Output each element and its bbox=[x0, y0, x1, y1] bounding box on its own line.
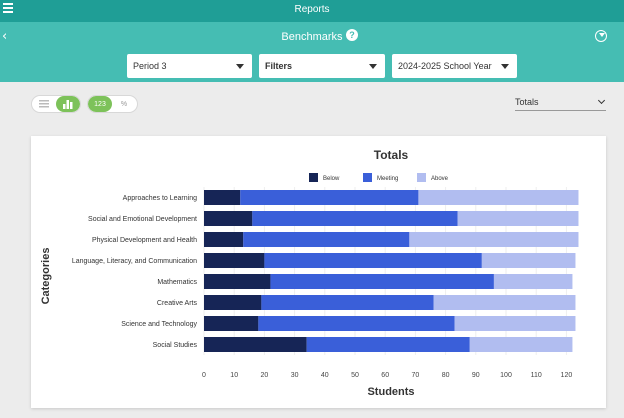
back-icon[interactable]: ‹ bbox=[2, 29, 8, 44]
x-tick-label: 60 bbox=[381, 372, 389, 379]
chart-type-toggle bbox=[31, 95, 81, 113]
bar-segment-above[interactable] bbox=[481, 253, 576, 268]
school-year-select-value: 2024-2025 School Year bbox=[398, 61, 492, 71]
school-year-select[interactable]: 2024-2025 School Year bbox=[392, 54, 517, 78]
app-title: Reports bbox=[294, 4, 330, 15]
category-label: Approaches to Learning bbox=[123, 195, 197, 202]
value-type-toggle: 123 % bbox=[87, 95, 138, 113]
category-labels: Approaches to Learning Social and Emotion… bbox=[72, 195, 198, 349]
menu-icon[interactable] bbox=[3, 1, 17, 15]
filters-select[interactable]: Filters bbox=[259, 54, 385, 78]
x-axis-ticks: 0 10 20 30 40 50 60 70 80 90 100 110 120 bbox=[202, 372, 572, 379]
category-label: Social Studies bbox=[153, 342, 198, 349]
x-tick-label: 100 bbox=[500, 372, 512, 379]
bar-segment-below[interactable] bbox=[204, 274, 271, 289]
bar-segment-below[interactable] bbox=[204, 295, 262, 310]
x-tick-label: 70 bbox=[412, 372, 420, 379]
bar-segment-meeting[interactable] bbox=[258, 316, 455, 331]
bar-segment-above[interactable] bbox=[457, 211, 579, 226]
category-label: Science and Technology bbox=[121, 321, 197, 328]
bar-segment-above[interactable] bbox=[469, 337, 573, 352]
chart-bars bbox=[204, 190, 579, 352]
x-tick-label: 110 bbox=[531, 372, 542, 379]
bar-segment-below[interactable] bbox=[204, 337, 307, 352]
download-icon[interactable] bbox=[595, 30, 607, 42]
bar-segment-meeting[interactable] bbox=[270, 274, 494, 289]
chevron-down-icon bbox=[501, 64, 509, 69]
chevron-down-icon bbox=[236, 64, 244, 69]
percent-view-button[interactable]: % bbox=[120, 100, 128, 108]
legend-label-below: Below bbox=[323, 176, 340, 182]
legend-swatch-above bbox=[417, 173, 426, 182]
chart-legend: Below Meeting Above bbox=[309, 173, 449, 182]
bar-segment-meeting[interactable] bbox=[264, 253, 482, 268]
bar-segment-meeting[interactable] bbox=[240, 190, 419, 205]
bar-segment-above[interactable] bbox=[493, 274, 573, 289]
totals-select-value: Totals bbox=[515, 97, 539, 107]
table-view-button[interactable] bbox=[32, 96, 56, 112]
bar-segment-below[interactable] bbox=[204, 253, 265, 268]
stacked-bar-chart: Totals Below Meeting Above Approaches to L… bbox=[40, 148, 579, 398]
x-tick-label: 40 bbox=[321, 372, 329, 379]
chart-card: Totals Below Meeting Above Approaches to L… bbox=[31, 136, 606, 408]
help-icon[interactable]: ? bbox=[346, 29, 358, 41]
x-tick-label: 30 bbox=[291, 372, 299, 379]
bar-segment-meeting[interactable] bbox=[243, 232, 410, 247]
top-bar: Reports bbox=[0, 0, 624, 22]
x-tick-label: 10 bbox=[230, 372, 238, 379]
bar-segment-below[interactable] bbox=[204, 211, 253, 226]
bar-segment-meeting[interactable] bbox=[306, 337, 470, 352]
category-label: Social and Emotional Development bbox=[88, 216, 197, 223]
bar-segment-below[interactable] bbox=[204, 316, 259, 331]
x-tick-label: 120 bbox=[561, 372, 573, 379]
bar-segment-below[interactable] bbox=[204, 190, 241, 205]
chevron-down-icon bbox=[597, 96, 606, 105]
bar-segment-above[interactable] bbox=[409, 232, 579, 247]
count-view-button[interactable]: 123 bbox=[88, 96, 112, 112]
bar-segment-below[interactable] bbox=[204, 232, 244, 247]
totals-select[interactable]: Totals bbox=[515, 96, 606, 111]
chart-title: Totals bbox=[374, 148, 409, 162]
bar-chart-view-button[interactable] bbox=[56, 96, 80, 112]
legend-swatch-meeting bbox=[363, 173, 372, 182]
bar-segment-meeting[interactable] bbox=[252, 211, 458, 226]
legend-label-meeting: Meeting bbox=[377, 176, 398, 182]
category-label: Physical Development and Health bbox=[92, 237, 197, 244]
period-select[interactable]: Period 3 bbox=[127, 54, 252, 78]
category-label: Mathematics bbox=[157, 279, 197, 286]
x-tick-label: 50 bbox=[351, 372, 359, 379]
x-tick-label: 0 bbox=[202, 372, 206, 379]
period-select-value: Period 3 bbox=[133, 61, 167, 71]
bar-segment-above[interactable] bbox=[433, 295, 576, 310]
filters-select-label: Filters bbox=[265, 61, 293, 71]
bar-segment-above[interactable] bbox=[418, 190, 579, 205]
bar-segment-above[interactable] bbox=[454, 316, 576, 331]
bar-segment-meeting[interactable] bbox=[261, 295, 434, 310]
report-header: ‹ Benchmarks ? Period 3 Filters 2024-202… bbox=[0, 22, 624, 82]
list-icon bbox=[39, 100, 49, 108]
bar-chart-icon bbox=[63, 99, 73, 109]
category-label: Creative Arts bbox=[157, 300, 198, 307]
chevron-down-icon bbox=[369, 64, 377, 69]
x-axis-label: Students bbox=[367, 386, 414, 398]
x-tick-label: 80 bbox=[442, 372, 450, 379]
category-label: Language, Literacy, and Communication bbox=[72, 258, 197, 265]
y-axis-label: Categories bbox=[40, 248, 52, 305]
x-tick-label: 90 bbox=[472, 372, 480, 379]
page-title: Benchmarks bbox=[281, 31, 343, 43]
x-tick-label: 20 bbox=[261, 372, 269, 379]
legend-swatch-below bbox=[309, 173, 318, 182]
legend-label-above: Above bbox=[431, 176, 449, 182]
